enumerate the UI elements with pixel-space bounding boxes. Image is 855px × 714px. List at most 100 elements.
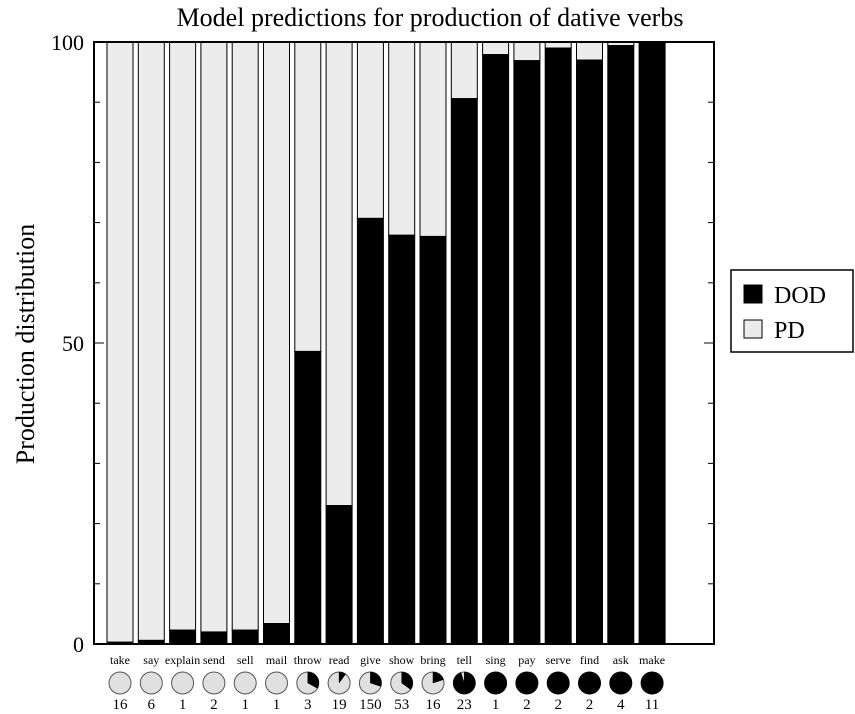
bar-dod-find [576,59,603,645]
count-label-take: 16 [113,697,129,713]
y-axis-label: Production distribution [11,224,40,465]
y-tick-labels: 0 50 100 [51,30,84,657]
category-label-sing: sing [486,653,506,667]
count-label-find: 2 [586,697,594,713]
bar-dod-ask [607,45,635,645]
bar-dod-make [638,42,666,645]
pie-sell [233,671,257,695]
plot-frame [93,41,715,645]
pie-slice-dod [432,671,444,684]
pie-slice-pd [202,671,226,695]
category-labels: take say explain send sell mail throw read give s… [110,653,665,667]
count-labels: 16 6 1 2 1 1 3 19 150 53 16 23 1 2 2 2 4 11 [113,697,660,713]
category-label-show: show [389,653,415,667]
bar-pd-throw [294,41,322,352]
count-label-say: 6 [148,697,156,713]
count-label-serve: 2 [554,697,562,713]
bar-dod-bring [419,235,447,645]
bar-pd-sing [482,41,510,56]
pie-explain [171,671,195,695]
pie-show [390,671,414,695]
category-label-serve: serve [546,653,571,667]
y-tick-label: 50 [62,331,84,356]
pie-slice-dod [546,671,570,695]
bar-dod-mail [263,623,290,645]
legend: DOD PD [730,269,854,353]
pie-slice-pd [139,671,163,695]
bar-dod-sing [482,54,510,645]
bar-dod-tell [450,98,478,645]
legend-label-dod: DOD [774,283,826,309]
bar-pd-explain [169,41,197,631]
category-label-explain: explain [165,653,200,667]
category-label-take: take [110,653,130,667]
category-label-throw: throw [294,653,322,667]
pie-slice-dod [453,671,476,695]
pie-read [327,671,351,695]
pie-take [108,671,132,695]
observed-pies [108,671,664,695]
legend-swatch-dod [743,284,763,304]
count-label-mail: 1 [273,697,281,713]
count-label-show: 53 [394,697,409,713]
pie-give [358,671,382,695]
bar-pd-read [325,41,353,507]
pie-slice-dod [338,671,346,684]
y-tick-label: 0 [73,632,84,657]
chart-title: Model predictions for production of dati… [177,3,684,32]
bar-pd-tell [450,41,478,100]
legend-swatch-pd [743,319,763,339]
count-label-ask: 4 [617,697,625,713]
pie-slice-dod [484,671,508,695]
pie-slice-dod [578,671,601,695]
bar-dod-send [200,631,228,645]
pie-slice-dod [640,671,664,695]
bar-dod-read [325,505,353,645]
pie-serve [546,671,570,695]
category-label-bring: bring [420,653,445,667]
count-label-read: 19 [332,697,347,713]
pie-pay [515,671,539,695]
category-label-sell: sell [237,653,254,667]
bar-pd-mail [263,41,290,625]
pie-throw [296,671,320,695]
bar-pd-say [137,41,165,641]
bar-pd-sell [231,41,259,631]
category-label-give: give [360,653,381,667]
y-tick-label: 100 [51,30,84,55]
bar-dod-give [356,217,384,645]
pie-slice-pd [108,671,132,695]
bar-pd-bring [419,41,447,237]
pie-sing [484,671,508,695]
category-label-find: find [580,653,599,667]
count-label-make: 11 [645,697,659,713]
category-label-ask: ask [613,653,629,667]
pie-slice-dod [370,671,382,687]
bar-dod-sell [231,629,259,645]
pie-bring [421,671,445,695]
bar-pd-send [200,41,228,633]
category-label-pay: pay [518,653,535,667]
bars [106,41,666,645]
bar-pd-show [388,41,416,236]
count-label-sing: 1 [492,697,500,713]
category-label-mail: mail [266,653,288,667]
pie-make [640,671,664,695]
count-label-pay: 2 [523,697,531,713]
bar-dod-serve [544,47,572,645]
pie-slice-dod [515,671,539,695]
bar-pd-pay [513,41,541,62]
count-label-send: 2 [210,697,218,713]
count-label-give: 150 [359,697,382,713]
pie-mail [265,671,288,695]
count-label-sell: 1 [241,697,249,713]
bar-pd-find [576,41,603,61]
pie-send [202,671,226,695]
bar-dod-throw [294,350,322,645]
bar-dod-pay [513,60,541,645]
pie-slice-pd [265,671,288,695]
pie-say [139,671,163,695]
category-label-tell: tell [457,653,473,667]
category-label-send: send [203,653,225,667]
